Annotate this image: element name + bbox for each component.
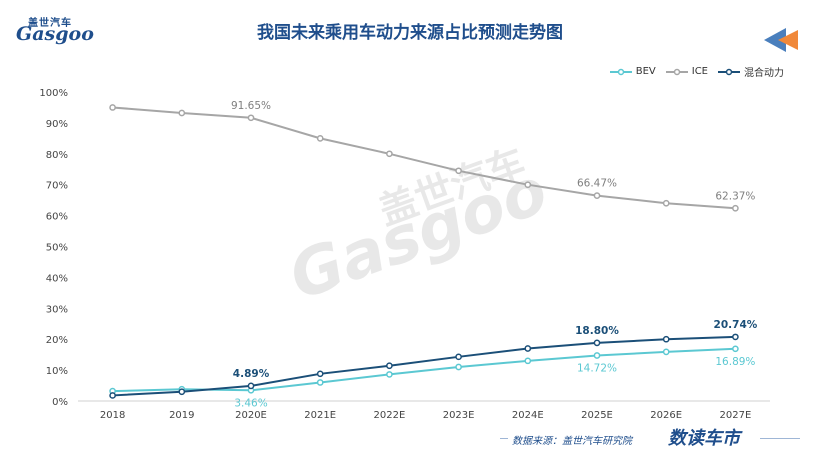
- y-tick-label: 0%: [52, 397, 68, 408]
- logo-english-text: Gasgoo: [16, 23, 94, 45]
- footer-divider-right: [760, 438, 800, 439]
- legend-item-bev: BEV: [609, 66, 656, 77]
- data-point: [593, 339, 601, 347]
- x-tick-label: 2020E: [235, 410, 267, 421]
- data-point: [386, 150, 393, 158]
- data-point: [732, 345, 739, 353]
- legend-item-ice: ICE: [665, 66, 708, 77]
- data-point: [178, 109, 186, 117]
- y-tick-label: 10%: [46, 366, 68, 377]
- y-tick-label: 70%: [46, 181, 68, 192]
- data-point: [593, 192, 601, 199]
- y-tick-label: 100%: [39, 88, 68, 99]
- data-point: [178, 388, 186, 396]
- y-tick-label: 20%: [46, 335, 68, 346]
- x-tick-label: 2027E: [720, 410, 752, 421]
- y-tick-label: 60%: [46, 212, 68, 223]
- data-point: [732, 333, 739, 341]
- data-point: [316, 370, 324, 378]
- data-point: [386, 362, 393, 370]
- data-point: [455, 363, 462, 371]
- data-label: 18.80%: [575, 325, 619, 337]
- legend-label-bev: BEV: [635, 66, 656, 77]
- data-label: 62.37%: [715, 190, 755, 202]
- data-point: [662, 335, 670, 343]
- x-tick-label: 2025E: [581, 410, 613, 421]
- data-point: [524, 181, 532, 189]
- legend-marker-hybrid: [718, 68, 740, 75]
- axes: 0% 10% 20% 30% 40% 50% 60% 70% 80% 90% 100% 2018 201…: [39, 88, 770, 421]
- series-lines: [112, 106, 736, 397]
- data-point: [386, 371, 393, 378]
- arrow-blue-shape: [764, 28, 786, 52]
- data-point: [524, 345, 532, 352]
- data-label: 14.72%: [577, 363, 617, 375]
- x-tick-label: 2023E: [443, 410, 475, 421]
- data-point: [316, 379, 324, 386]
- legend-marker-ice: [665, 68, 688, 75]
- gasgoo-logo: 盖世汽车 Gasgoo: [10, 14, 94, 54]
- legend-marker-bev: [609, 68, 632, 75]
- y-tick-label: 50%: [46, 243, 68, 254]
- data-label: 91.65%: [231, 100, 271, 112]
- data-point: [732, 204, 739, 212]
- data-label: 3.46%: [234, 397, 267, 409]
- series-line-0: [112, 347, 736, 393]
- x-tick-label: 2022E: [374, 410, 406, 421]
- data-point: [247, 114, 255, 122]
- arrow-orange-shape: [778, 30, 798, 50]
- legend-label-hybrid: 混合动力: [744, 68, 784, 79]
- x-tick-label: 2026E: [650, 410, 682, 421]
- data-point: [662, 199, 670, 207]
- footer-divider-left: [500, 438, 508, 439]
- data-point: [247, 382, 255, 390]
- data-label: 20.74%: [714, 319, 758, 331]
- data-point: [455, 167, 462, 175]
- data-label: 4.89%: [233, 368, 270, 380]
- data-point: [524, 357, 532, 365]
- data-label: 66.47%: [577, 178, 617, 190]
- y-tick-label: 90%: [46, 119, 68, 130]
- series-line-2: [112, 335, 736, 397]
- y-tick-label: 30%: [46, 304, 68, 315]
- x-tick-label: 2021E: [304, 410, 336, 421]
- data-point: [662, 348, 670, 356]
- logo-chinese-text: 盖世汽车: [28, 18, 72, 29]
- data-labels: 91.65% 66.47% 62.37% 4.89% 18.80% 20.74% 3.46%…: [231, 100, 758, 410]
- data-point: [455, 353, 462, 361]
- y-tick-label: 40%: [46, 273, 68, 284]
- watermark: 盖世汽车 Gasgoo: [280, 140, 557, 315]
- arrow-icon: [764, 28, 798, 52]
- data-point: [593, 352, 601, 359]
- legend-item-hybrid: 混合动力: [718, 64, 784, 79]
- chart-title: 我国未来乘用车动力来源占比预测走势图: [257, 23, 563, 43]
- data-point: [316, 135, 324, 142]
- y-tick-label: 80%: [46, 150, 68, 161]
- data-point: [109, 392, 116, 399]
- series-line-1: [112, 106, 736, 210]
- data-point: [109, 104, 116, 111]
- series-points: [109, 104, 739, 399]
- footer-source: 数据来源：盖世汽车研究院: [512, 436, 632, 447]
- x-tick-label: 2019: [169, 410, 194, 421]
- chart-legend: BEV ICE 混合动力: [609, 64, 784, 79]
- x-tick-label: 2018: [100, 410, 125, 421]
- data-label: 16.89%: [715, 356, 755, 368]
- x-tick-label: 2024E: [512, 410, 544, 421]
- footer-brand: 数读车市: [668, 428, 740, 449]
- legend-label-ice: ICE: [691, 66, 708, 77]
